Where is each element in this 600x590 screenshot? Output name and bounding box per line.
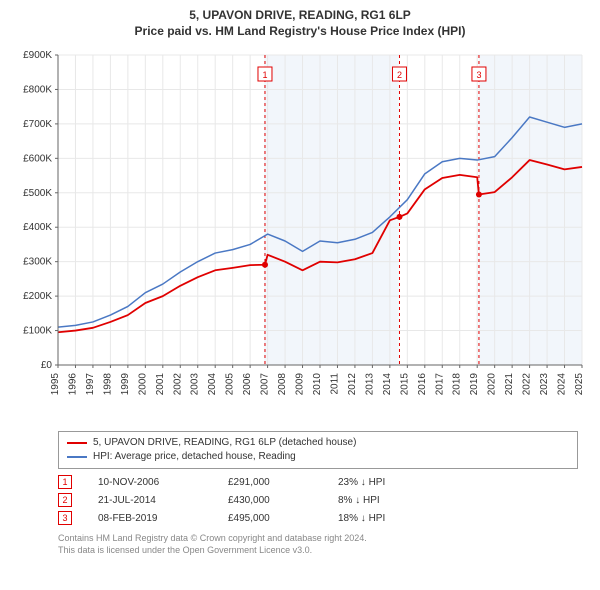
price-chart-svg: £0 £100K £200K £300K £400K £500K £600K £700K £80… bbox=[10, 45, 590, 425]
chart-area: £0 £100K £200K £300K £400K £500K £600K £700K £80… bbox=[10, 45, 590, 425]
svg-text:1996: 1996 bbox=[67, 373, 78, 396]
chart-title-line1: 5, UPAVON DRIVE, READING, RG1 6LP bbox=[10, 8, 590, 24]
svg-text:2023: 2023 bbox=[539, 373, 550, 396]
svg-text:1999: 1999 bbox=[120, 373, 131, 396]
sale-marker-icon: 1 bbox=[58, 475, 72, 489]
svg-text:2010: 2010 bbox=[312, 373, 323, 396]
svg-text:£700K: £700K bbox=[23, 119, 52, 130]
svg-text:£100K: £100K bbox=[23, 326, 52, 337]
svg-text:2012: 2012 bbox=[347, 373, 358, 396]
sale-price: £291,000 bbox=[228, 477, 338, 488]
svg-text:£900K: £900K bbox=[23, 50, 52, 61]
attribution-line2: This data is licensed under the Open Gov… bbox=[58, 545, 578, 557]
sale-date: 21-JUL-2014 bbox=[98, 495, 228, 506]
legend-swatch-price-paid bbox=[67, 442, 87, 444]
chart-title-line2: Price paid vs. HM Land Registry's House … bbox=[10, 24, 590, 40]
svg-text:£200K: £200K bbox=[23, 291, 52, 302]
svg-text:2006: 2006 bbox=[242, 373, 253, 396]
svg-text:£300K: £300K bbox=[23, 257, 52, 268]
sale-row: 3 08-FEB-2019£495,00018% ↓ HPI bbox=[58, 509, 578, 527]
svg-text:2001: 2001 bbox=[155, 373, 166, 396]
svg-text:£600K: £600K bbox=[23, 154, 52, 165]
legend-item-hpi: HPI: Average price, detached house, Read… bbox=[67, 450, 569, 464]
svg-text:2018: 2018 bbox=[452, 373, 463, 396]
svg-text:2003: 2003 bbox=[190, 373, 201, 396]
sale-marker-icon: 3 bbox=[58, 511, 72, 525]
svg-text:1997: 1997 bbox=[85, 373, 96, 396]
svg-text:2004: 2004 bbox=[207, 373, 218, 396]
svg-text:2000: 2000 bbox=[137, 373, 148, 396]
svg-text:2007: 2007 bbox=[260, 373, 271, 396]
sale-row: 1 10-NOV-2006£291,00023% ↓ HPI bbox=[58, 473, 578, 491]
svg-text:2016: 2016 bbox=[417, 373, 428, 396]
svg-text:£0: £0 bbox=[41, 360, 53, 371]
svg-text:2019: 2019 bbox=[469, 373, 480, 396]
svg-text:2008: 2008 bbox=[277, 373, 288, 396]
svg-text:1995: 1995 bbox=[50, 373, 61, 396]
svg-text:2022: 2022 bbox=[522, 373, 533, 396]
svg-text:3: 3 bbox=[476, 70, 481, 80]
svg-text:2020: 2020 bbox=[487, 373, 498, 396]
svg-text:2021: 2021 bbox=[504, 373, 515, 396]
sales-table: 1 10-NOV-2006£291,00023% ↓ HPI 2 21-JUL-201… bbox=[58, 473, 578, 527]
sale-hpi-delta: 8% ↓ HPI bbox=[338, 495, 448, 506]
svg-text:£500K: £500K bbox=[23, 188, 52, 199]
svg-text:1: 1 bbox=[262, 70, 267, 80]
svg-text:2025: 2025 bbox=[574, 373, 585, 396]
svg-text:2014: 2014 bbox=[382, 373, 393, 396]
legend: 5, UPAVON DRIVE, READING, RG1 6LP (detac… bbox=[58, 431, 578, 469]
svg-text:£400K: £400K bbox=[23, 222, 52, 233]
svg-text:2005: 2005 bbox=[225, 373, 236, 396]
svg-text:2011: 2011 bbox=[329, 373, 340, 395]
svg-text:1998: 1998 bbox=[102, 373, 113, 396]
sale-price: £430,000 bbox=[228, 495, 338, 506]
svg-text:2024: 2024 bbox=[557, 373, 568, 396]
sale-price: £495,000 bbox=[228, 513, 338, 524]
sale-marker-icon: 2 bbox=[58, 493, 72, 507]
svg-text:2017: 2017 bbox=[434, 373, 445, 396]
legend-item-price-paid: 5, UPAVON DRIVE, READING, RG1 6LP (detac… bbox=[67, 436, 569, 450]
svg-text:2013: 2013 bbox=[364, 373, 375, 396]
attribution-line1: Contains HM Land Registry data © Crown c… bbox=[58, 533, 578, 545]
sale-hpi-delta: 23% ↓ HPI bbox=[338, 477, 448, 488]
sale-date: 08-FEB-2019 bbox=[98, 513, 228, 524]
sale-hpi-delta: 18% ↓ HPI bbox=[338, 513, 448, 524]
svg-text:2009: 2009 bbox=[295, 373, 306, 396]
legend-label-hpi: HPI: Average price, detached house, Read… bbox=[93, 450, 296, 464]
svg-text:£800K: £800K bbox=[23, 85, 52, 96]
sale-row: 2 21-JUL-2014£430,0008% ↓ HPI bbox=[58, 491, 578, 509]
sale-date: 10-NOV-2006 bbox=[98, 477, 228, 488]
attribution: Contains HM Land Registry data © Crown c… bbox=[58, 533, 578, 556]
svg-text:2: 2 bbox=[397, 70, 402, 80]
legend-label-price-paid: 5, UPAVON DRIVE, READING, RG1 6LP (detac… bbox=[93, 436, 356, 450]
svg-text:2002: 2002 bbox=[172, 373, 183, 396]
svg-text:2015: 2015 bbox=[399, 373, 410, 396]
legend-swatch-hpi bbox=[67, 456, 87, 458]
